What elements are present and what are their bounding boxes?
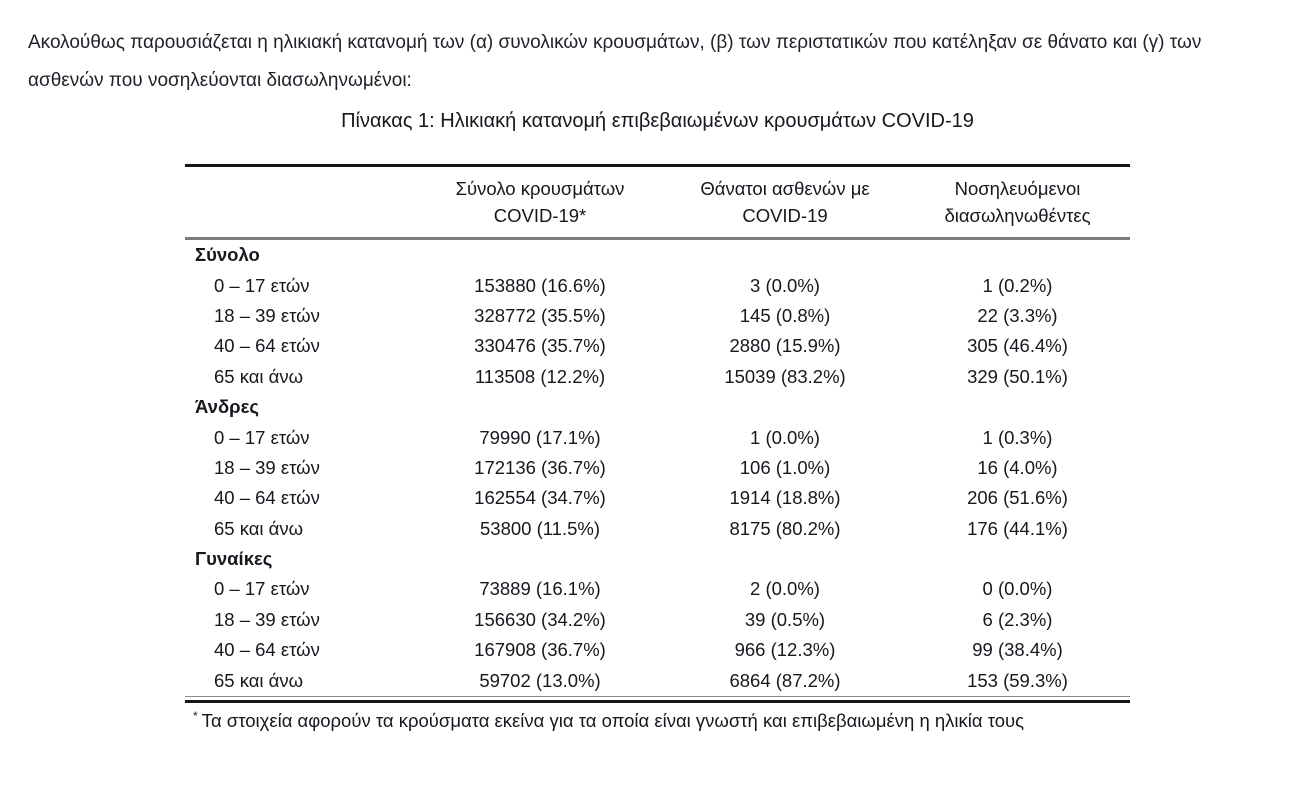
total-cases-value: 53800 (11.5%) [480, 517, 600, 539]
total-cases-value: 330476 (35.7%) [474, 335, 606, 357]
total-cases-value: 73889 (16.1%) [479, 578, 601, 600]
age-group-label: 40 – 64 ετών [214, 639, 320, 661]
intubated-value: 1 (0.2%) [982, 274, 1053, 296]
total-cases-value: 328772 (35.5%) [474, 304, 606, 326]
table-row: 40 – 64 ετών 162554 (34.7%) 1914 (18.8%) 20… [185, 483, 1130, 513]
age-group-label: 65 και άνω [214, 365, 304, 387]
covid-age-table: Σύνολο κρουσμάτων COVID-19* Θάνατοι ασθε… [185, 164, 1130, 732]
table-row: 18 – 39 ετών 156630 (34.2%) 39 (0.5%) 6 (2.… [185, 605, 1130, 635]
footnote-marker: * [193, 708, 198, 723]
table-row: 0 – 17 ετών 73889 (16.1%) 2 (0.0%) 0 (0.0%) [185, 574, 1130, 604]
intubated-value: 176 (44.1%) [967, 517, 1068, 539]
table-title: Πίνακας 1: Ηλικιακή κατανομή επιβεβαιωμέ… [341, 110, 974, 132]
table-row: 65 και άνω 113508 (12.2%) 15039 (83.2%) 329… [185, 362, 1130, 392]
section-header-row: Σύνολο [185, 240, 1130, 270]
age-group-label: 0 – 17 ετών [214, 274, 310, 296]
deaths-value: 2 (0.0%) [750, 578, 820, 600]
table-row: 40 – 64 ετών 330476 (35.7%) 2880 (15.9%) 30… [185, 331, 1130, 361]
intubated-value: 6 (2.3%) [982, 608, 1053, 630]
table-row: 0 – 17 ετών 79990 (17.1%) 1 (0.0%) 1 (0.3%) [185, 422, 1130, 452]
age-group-label: 65 και άνω [214, 669, 304, 691]
table-row: 18 – 39 ετών 172136 (36.7%) 106 (1.0%) 16 (… [185, 453, 1130, 483]
total-cases-value: 156630 (34.2%) [474, 608, 606, 630]
intubated-value: 22 (3.3%) [977, 304, 1058, 326]
deaths-value: 145 (0.8%) [739, 304, 831, 326]
deaths-value: 1914 (18.8%) [729, 487, 841, 509]
table-row: 65 και άνω 53800 (11.5%) 8175 (80.2%) 176 (… [185, 514, 1130, 544]
section-header-row: Γυναίκες [185, 544, 1130, 574]
intubated-value: 153 (59.3%) [967, 669, 1068, 691]
intubated-value: 206 (51.6%) [967, 487, 1068, 509]
intro-paragraph: Ακολούθως παρουσιάζεται η ηλικιακή καταν… [28, 32, 1202, 91]
intubated-value: 0 (0.0%) [982, 578, 1053, 600]
deaths-value: 1 (0.0%) [750, 426, 820, 448]
age-group-label: 18 – 39 ετών [214, 304, 320, 326]
deaths-value: 6864 (87.2%) [729, 669, 841, 691]
table-header-row: Σύνολο κρουσμάτων COVID-19* Θάνατοι ασθε… [185, 164, 1130, 240]
intubated-value: 329 (50.1%) [967, 365, 1068, 387]
deaths-value: 3 (0.0%) [750, 274, 820, 296]
table-body: Σύνολο 0 – 17 ετών 153880 (16.6%) 3 (0.0%) 1… [185, 240, 1130, 697]
deaths-value: 39 (0.5%) [744, 608, 826, 630]
intubated-value: 1 (0.3%) [982, 426, 1053, 448]
table-row: 0 – 17 ετών 153880 (16.6%) 3 (0.0%) 1 (0.2%… [185, 270, 1130, 300]
column-header-total-cases: Σύνολο κρουσμάτων COVID-19* [455, 178, 625, 226]
section-header-row: Άνδρες [185, 392, 1130, 422]
footnote-text: Τα στοιχεία αφορούν τα κρούσματα εκείνα … [201, 710, 1025, 732]
section-name: Άνδρες [195, 396, 260, 418]
column-header-deaths: Θάνατοι ασθενών με COVID-19 [700, 178, 870, 226]
age-group-label: 40 – 64 ετών [214, 487, 320, 509]
age-group-label: 0 – 17 ετών [214, 578, 310, 600]
deaths-value: 8175 (80.2%) [729, 517, 841, 539]
age-group-label: 40 – 64 ετών [214, 335, 320, 357]
total-cases-value: 167908 (36.7%) [474, 639, 606, 661]
table-footnote: * Τα στοιχεία αφορούν τα κρούσματα εκείνα… [185, 699, 1130, 732]
age-group-label: 18 – 39 ετών [214, 608, 320, 630]
deaths-value: 15039 (83.2%) [724, 365, 846, 387]
intubated-value: 99 (38.4%) [972, 639, 1063, 661]
total-cases-value: 113508 (12.2%) [474, 365, 606, 387]
deaths-value: 2880 (15.9%) [729, 335, 841, 357]
intubated-value: 305 (46.4%) [967, 335, 1068, 357]
intubated-value: 16 (4.0%) [977, 456, 1058, 478]
total-cases-value: 162554 (34.7%) [474, 487, 606, 509]
age-group-label: 18 – 39 ετών [214, 456, 320, 478]
table-row: 65 και άνω 59702 (13.0%) 6864 (87.2%) 153 (… [185, 665, 1130, 695]
deaths-value: 966 (12.3%) [734, 639, 836, 661]
age-group-label: 0 – 17 ετών [214, 426, 310, 448]
column-header-intubated: Νοσηλευόμενοι διασωληνωθέντες [944, 178, 1091, 226]
section-name: Σύνολο [195, 244, 260, 266]
total-cases-value: 79990 (17.1%) [479, 426, 601, 448]
total-cases-value: 59702 (13.0%) [479, 669, 601, 691]
table-row: 40 – 64 ετών 167908 (36.7%) 966 (12.3%) 99 … [185, 635, 1130, 665]
total-cases-value: 153880 (16.6%) [474, 274, 606, 296]
table-row: 18 – 39 ετών 328772 (35.5%) 145 (0.8%) 22 (… [185, 301, 1130, 331]
deaths-value: 106 (1.0%) [739, 456, 831, 478]
section-name: Γυναίκες [195, 548, 273, 570]
total-cases-value: 172136 (36.7%) [474, 456, 606, 478]
age-group-label: 65 και άνω [214, 517, 304, 539]
